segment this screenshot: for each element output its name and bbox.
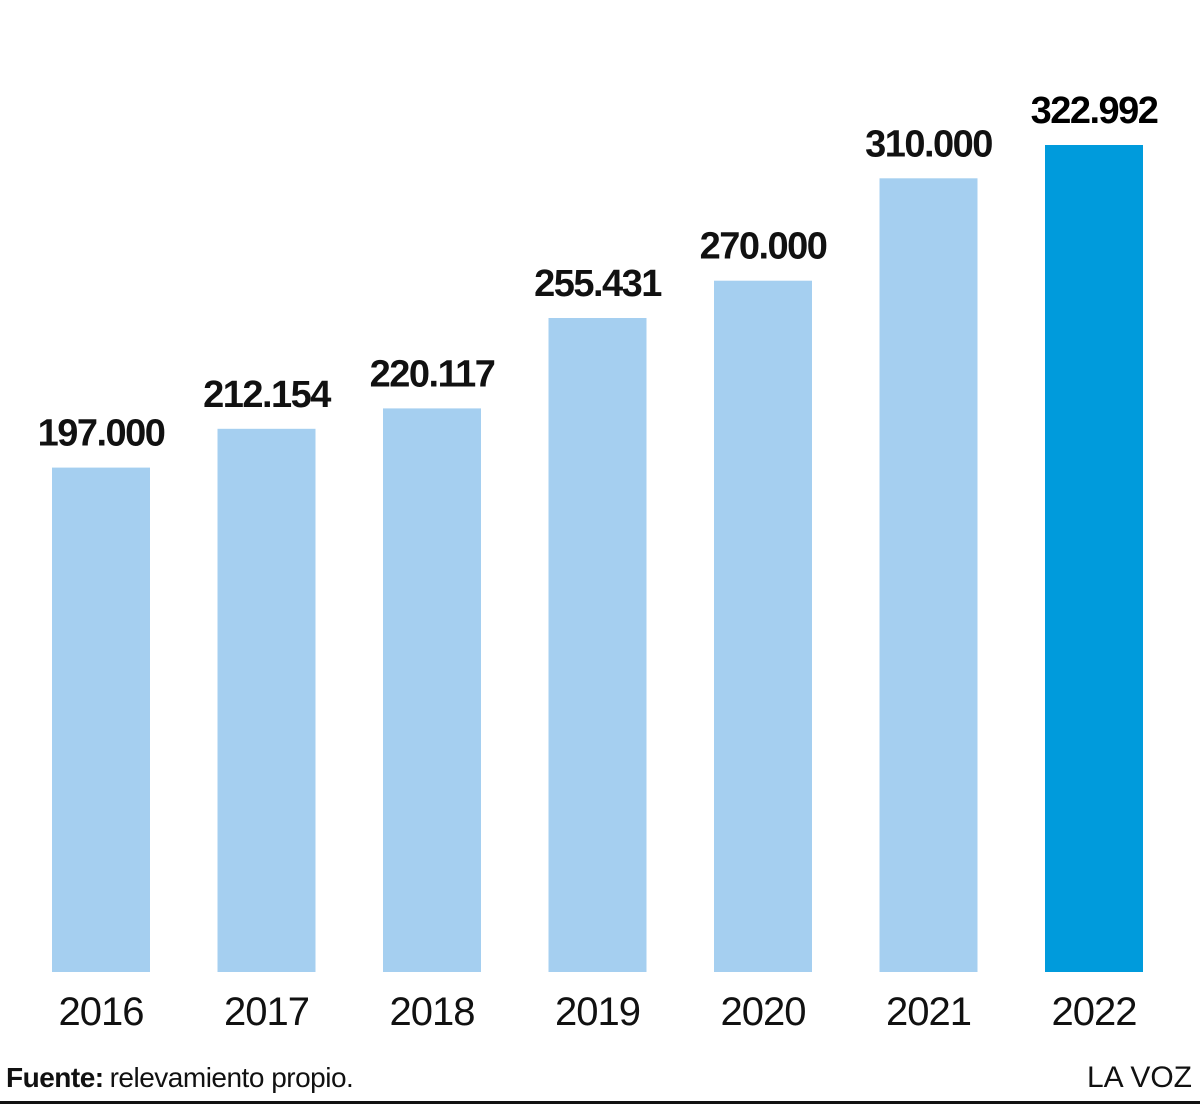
- data-label-2017: 212.154: [203, 374, 331, 416]
- data-label-2020: 270.000: [700, 226, 827, 268]
- bar-2021: [879, 178, 978, 973]
- x-tick-label-2018: 2018: [390, 990, 475, 1034]
- bar-2020: [714, 280, 812, 972]
- brand-logo-text: LA VOZ: [1086, 1061, 1192, 1094]
- x-tick-label-2016: 2016: [59, 990, 144, 1034]
- bottom-rule: [0, 1101, 1200, 1104]
- data-label-2016: 197.000: [38, 413, 165, 455]
- bar-2022: [1045, 145, 1143, 972]
- x-tick-label-2017: 2017: [224, 990, 309, 1034]
- data-label-2021: 310.000: [865, 123, 992, 165]
- chart-footer: Fuente: relevamiento propio. LA VOZ: [6, 1058, 1192, 1098]
- data-label-2019: 255.431: [534, 263, 662, 305]
- bar-2017: [217, 428, 316, 972]
- bar-2019: [548, 318, 647, 972]
- x-tick-label-2020: 2020: [721, 990, 806, 1034]
- x-tick-label-2021: 2021: [886, 990, 971, 1034]
- x-tick-label-2019: 2019: [555, 990, 640, 1034]
- data-label-2022: 322.992: [1031, 90, 1158, 132]
- source-note: Fuente: relevamiento propio.: [6, 1062, 354, 1094]
- source-label: Fuente:: [6, 1062, 104, 1093]
- data-label-2018: 220.117: [370, 353, 495, 395]
- source-text: relevamiento propio.: [109, 1062, 354, 1093]
- bar-2018: [383, 408, 481, 972]
- bar-2016: [52, 467, 150, 972]
- bar-chart: 197.000 2016 212.154 2017 220.117 2018 255.431…: [38, 90, 1160, 1034]
- x-tick-label-2022: 2022: [1052, 990, 1137, 1034]
